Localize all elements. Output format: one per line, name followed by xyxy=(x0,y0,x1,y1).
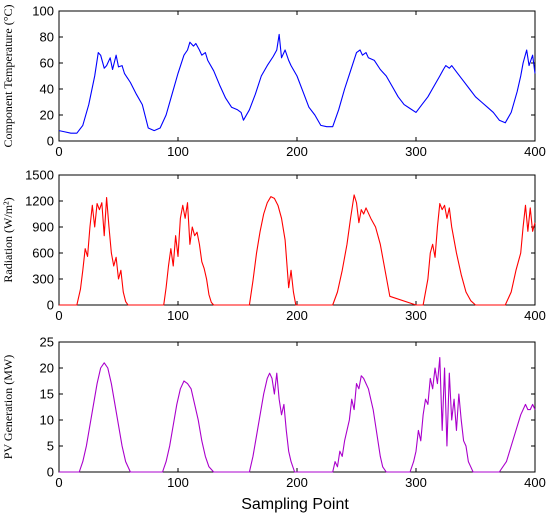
radiation-y-tick-label: 1200 xyxy=(25,194,54,209)
pv-generation-y-axis-label: PV Generation (MW) xyxy=(1,355,15,459)
temperature-y-tick-label: 60 xyxy=(40,56,54,71)
temperature-x-tick-label: 100 xyxy=(167,144,189,159)
temperature-chart: 0 100 200 300 400 0 20 40 60 80 100 Component Tempe… xyxy=(1,4,546,160)
temperature-x-tick-label: 300 xyxy=(405,144,427,159)
pv-generation-y-tick-label: 20 xyxy=(40,361,54,376)
temperature-y-tick-label: 0 xyxy=(47,134,54,149)
radiation-y-tick-label: 600 xyxy=(32,246,54,261)
pv-generation-y-tick-label: 10 xyxy=(40,413,54,428)
pv-generation-x-tick-label: 0 xyxy=(55,475,62,490)
pv-generation-x-tick-label: 400 xyxy=(524,475,546,490)
temperature-series-line xyxy=(58,33,536,134)
radiation-x-tick-label: 0 xyxy=(55,308,62,323)
temperature-x-tick-label: 0 xyxy=(55,144,62,159)
radiation-y-tick-label: 1500 xyxy=(25,168,54,183)
pv-generation-y-tick-label: 0 xyxy=(47,465,54,480)
temperature-y-tick-label: 80 xyxy=(40,30,54,45)
temperature-x-tick-label: 200 xyxy=(286,144,308,159)
temperature-y-tick-label: 100 xyxy=(32,4,54,19)
x-axis-label: Sampling Point xyxy=(241,496,349,513)
radiation-x-tick-label: 200 xyxy=(286,308,308,323)
pv-generation-series-line xyxy=(59,357,536,473)
pv-generation-x-tick-label: 300 xyxy=(405,475,427,490)
radiation-series-line xyxy=(59,194,536,306)
temperature-y-tick-label: 40 xyxy=(40,82,54,97)
pv-generation-chart: 0 100 200 300 400 0 5 10 15 20 25 PV Generation (MW… xyxy=(1,335,546,491)
pv-generation-plot-frame xyxy=(58,341,536,473)
radiation-y-tick-label: 0 xyxy=(47,298,54,313)
pv-generation-x-tick-label: 100 xyxy=(167,475,189,490)
temperature-y-axis-label: Component Temperature (°C) xyxy=(1,4,15,147)
radiation-plot-frame xyxy=(58,174,536,306)
radiation-x-tick-label: 300 xyxy=(405,308,427,323)
pv-generation-y-tick-label: 5 xyxy=(47,439,54,454)
radiation-y-tick-label: 300 xyxy=(32,272,54,287)
radiation-x-tick-label: 400 xyxy=(524,308,546,323)
radiation-y-axis-label: Radiation (W/m²) xyxy=(1,197,15,282)
pv-generation-y-tick-label: 15 xyxy=(40,387,54,402)
pv-generation-x-tick-label: 200 xyxy=(286,475,308,490)
temperature-y-tick-label: 20 xyxy=(40,108,54,123)
radiation-y-tick-label: 900 xyxy=(32,220,54,235)
radiation-x-tick-label: 100 xyxy=(167,308,189,323)
pv-generation-y-tick-label: 25 xyxy=(40,335,54,350)
temperature-x-tick-label: 400 xyxy=(524,144,546,159)
radiation-chart: 0 100 200 300 400 0 300 600 900 1200 1500 Radiation… xyxy=(1,168,546,324)
